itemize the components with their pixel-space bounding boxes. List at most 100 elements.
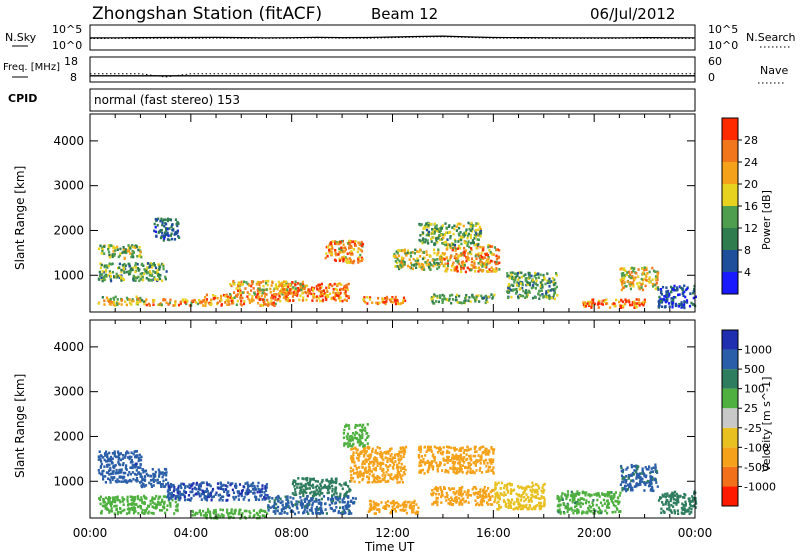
heatmap-cell bbox=[128, 264, 131, 268]
heatmap-cell bbox=[291, 287, 294, 290]
heatmap-cell bbox=[179, 300, 182, 304]
heatmap-cell bbox=[487, 487, 490, 490]
heatmap-cell bbox=[557, 503, 560, 507]
heatmap-cell bbox=[630, 283, 633, 286]
heatmap-cell bbox=[423, 225, 426, 229]
heatmap-cell bbox=[152, 303, 155, 306]
heatmap-cell bbox=[495, 254, 498, 258]
heatmap-cell bbox=[348, 246, 351, 250]
heatmap-cell bbox=[466, 255, 469, 259]
heatmap-cell bbox=[250, 284, 253, 288]
heatmap-cell bbox=[209, 303, 212, 307]
heatmap-cell bbox=[144, 496, 147, 499]
heatmap-cell bbox=[290, 502, 293, 506]
heatmap-cell bbox=[418, 265, 421, 268]
heatmap-cell bbox=[559, 510, 562, 514]
heatmap-cell bbox=[485, 489, 488, 493]
heatmap-cell bbox=[536, 490, 539, 494]
heatmap-cell bbox=[297, 477, 300, 480]
heatmap-cell bbox=[430, 492, 433, 496]
heatmap-cell bbox=[416, 511, 419, 515]
heatmap-cell bbox=[291, 295, 294, 298]
heatmap-cell bbox=[224, 484, 227, 487]
heatmap-cell bbox=[356, 250, 359, 254]
heatmap-cell bbox=[237, 491, 240, 495]
heatmap-cell bbox=[548, 285, 551, 288]
heatmap-cell bbox=[334, 298, 337, 302]
heatmap-cell bbox=[490, 462, 493, 465]
heatmap-cell bbox=[458, 501, 461, 504]
heatmap-cell bbox=[122, 503, 125, 506]
heatmap-cell bbox=[269, 287, 272, 291]
heatmap-cell bbox=[443, 241, 446, 244]
heatmap-cell bbox=[361, 478, 364, 482]
heatmap-cell bbox=[123, 456, 126, 459]
heatmap-cell bbox=[292, 497, 295, 500]
heatmap-cell bbox=[328, 503, 331, 507]
heatmap-cell bbox=[242, 498, 245, 501]
heatmap-cell bbox=[129, 247, 132, 250]
heatmap-cell bbox=[458, 226, 461, 230]
heatmap-cell bbox=[441, 469, 444, 472]
heatmap-cell bbox=[99, 466, 102, 469]
heatmap-cell bbox=[613, 302, 616, 306]
heatmap-cell bbox=[97, 458, 100, 461]
heatmap-cell bbox=[661, 298, 664, 301]
heatmap-cell bbox=[105, 506, 108, 510]
heatmap-cell bbox=[118, 254, 122, 257]
heatmap-cell bbox=[112, 497, 115, 500]
heatmap-cell bbox=[384, 464, 387, 467]
heatmap-cell bbox=[394, 510, 397, 513]
heatmap-cell bbox=[150, 511, 153, 515]
heatmap-cell bbox=[461, 263, 464, 267]
heatmap-cell bbox=[466, 466, 469, 470]
heatmap-cell bbox=[112, 303, 115, 307]
heatmap-cell bbox=[294, 480, 297, 484]
heatmap-cell bbox=[485, 263, 488, 266]
heatmap-cell bbox=[250, 483, 253, 486]
colorbar-swatch bbox=[722, 140, 738, 162]
heatmap-cell bbox=[109, 244, 113, 247]
heatmap-cell bbox=[518, 486, 521, 489]
heatmap-cell bbox=[225, 299, 228, 302]
heatmap-cell bbox=[632, 276, 635, 280]
heatmap-cell bbox=[452, 243, 455, 246]
nave-label: Nave bbox=[760, 64, 788, 77]
heatmap-cell bbox=[132, 277, 135, 281]
heatmap-cell bbox=[207, 494, 210, 497]
heatmap-cell bbox=[226, 492, 229, 496]
heatmap-cell bbox=[126, 481, 129, 484]
heatmap-cell bbox=[157, 217, 160, 221]
heatmap-cell bbox=[104, 454, 107, 457]
heatmap-cell bbox=[643, 300, 647, 304]
heatmap-cell bbox=[626, 271, 629, 274]
heatmap-cell bbox=[311, 502, 314, 505]
heatmap-cell bbox=[347, 282, 350, 286]
heatmap-cell bbox=[239, 291, 242, 295]
heatmap-cell bbox=[506, 296, 510, 300]
heatmap-cell bbox=[285, 292, 288, 296]
heatmap-cell bbox=[404, 508, 407, 512]
heatmap-cell bbox=[344, 246, 347, 249]
heatmap-cell bbox=[205, 487, 208, 491]
heatmap-cell bbox=[651, 278, 654, 282]
heatmap-cell bbox=[448, 297, 451, 301]
heatmap-cell bbox=[344, 481, 347, 485]
heatmap-cell bbox=[297, 511, 300, 514]
heatmap-cell bbox=[479, 260, 482, 263]
heatmap-cell bbox=[490, 469, 493, 472]
heatmap-cell bbox=[192, 494, 195, 497]
heatmap-cell bbox=[109, 275, 112, 278]
heatmap-cell bbox=[670, 297, 673, 300]
heatmap-cell bbox=[342, 288, 345, 291]
heatmap-cell bbox=[127, 262, 130, 266]
heatmap-cell bbox=[199, 488, 202, 491]
heatmap-cell bbox=[284, 506, 287, 510]
heatmap-cell bbox=[302, 510, 305, 514]
heatmap-cell bbox=[262, 284, 265, 288]
heatmap-cell bbox=[360, 452, 363, 455]
heatmap-cell bbox=[185, 302, 188, 306]
heatmap-cell bbox=[261, 288, 264, 292]
heatmap-cell bbox=[119, 458, 123, 462]
heatmap-cell bbox=[436, 267, 439, 271]
